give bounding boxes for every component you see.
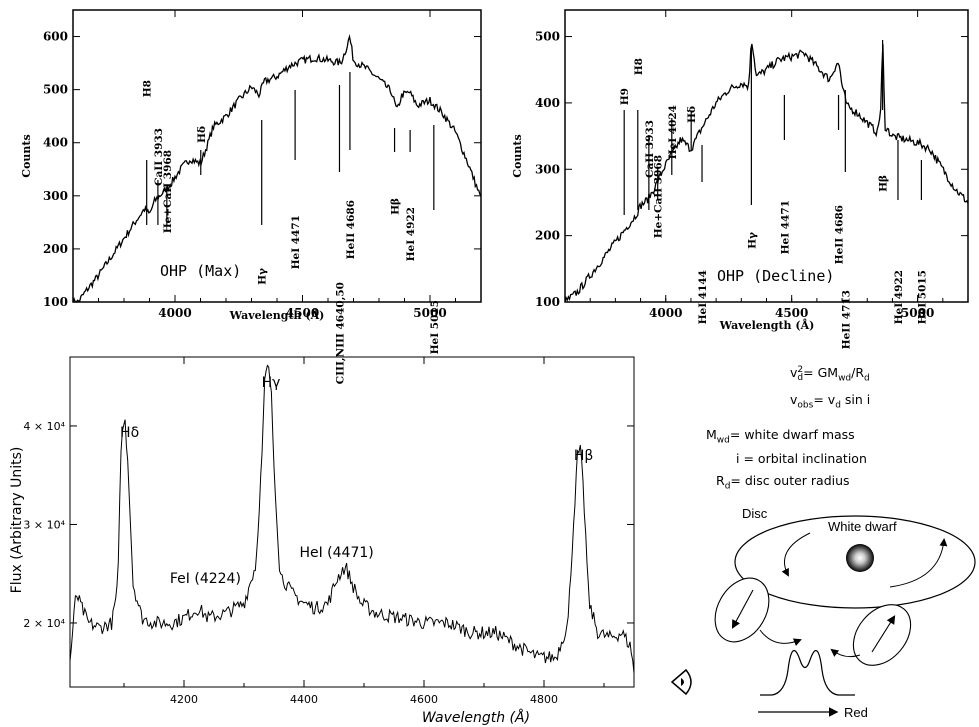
line-label: HeI 4024 <box>667 105 679 159</box>
y-axis-label: Flux (Arbitrary Units) <box>9 447 25 594</box>
line-label: HeI (4471) <box>299 545 373 561</box>
link-arrow-left <box>759 629 802 646</box>
line-label: Hβ <box>574 448 593 464</box>
accretion-disc <box>734 515 976 609</box>
line-label: HeI 5015 <box>429 300 441 354</box>
line-label: HeI 4922 <box>893 270 905 324</box>
x-tick-label: 5000 <box>901 306 934 320</box>
line-label: He+CaII 3968 <box>653 155 665 238</box>
x-tick-label: 4200 <box>170 693 198 706</box>
x-axis-label: Wavelength (Å) <box>422 709 530 726</box>
equation-vobs: vobs= vd sin i <box>790 392 871 411</box>
y-tick-label: 500 <box>43 83 68 97</box>
white-dwarf-label: White dwarf <box>828 519 897 534</box>
velocity-arrow-left <box>731 589 754 629</box>
line-label: FeI (4224) <box>170 571 241 587</box>
definition-mwd: Mwd= white dwarf mass <box>706 427 855 446</box>
line-label: Hγ <box>746 232 758 249</box>
y-tick-label: 500 <box>535 30 560 44</box>
spectrum-line <box>72 34 482 303</box>
line-label: H8 <box>142 80 154 97</box>
line-label: HeII 4713 <box>840 290 852 349</box>
y-tick-label: 100 <box>43 295 68 309</box>
disc-blob-right <box>852 604 912 666</box>
definition-rd: Rd= disc outer radius <box>716 473 850 492</box>
line-label: He+CaII 3968 <box>162 150 174 233</box>
line-label: HeI 4471 <box>290 215 302 269</box>
y-tick-label: 300 <box>43 189 68 203</box>
y-tick-label: 400 <box>535 96 560 110</box>
y-tick-label: 100 <box>535 295 560 309</box>
orbit-arrow-right <box>889 538 948 588</box>
line-label: Hβ <box>390 198 402 215</box>
orbit-arrow-left <box>781 532 811 577</box>
equation-vd: v 2 d = GMwd/Rd <box>790 364 870 384</box>
y-tick-label: 200 <box>43 242 68 256</box>
x-tick-label: 5000 <box>413 306 446 320</box>
line-label: Hδ <box>686 106 698 123</box>
line-label: Hγ <box>257 268 269 285</box>
red-label: Red <box>844 705 868 720</box>
panel-annotation: OHP (Decline) <box>717 267 834 285</box>
white-dwarf-icon <box>846 544 874 572</box>
link-arrow-right <box>830 648 861 658</box>
x-tick-label: 4500 <box>286 306 319 320</box>
y-axis-label: Counts <box>20 134 33 177</box>
line-label: HeI 4471 <box>779 200 791 254</box>
velocity-arrow-right <box>871 615 896 653</box>
line-label: CaII 3933 <box>153 128 165 186</box>
spectrum-line <box>564 43 969 303</box>
line-label: HeII 4686 <box>834 205 846 264</box>
line-label: HeI 5015 <box>916 270 928 324</box>
line-label: CaII 3933 <box>644 120 656 178</box>
y-tick-label: 300 <box>535 162 560 176</box>
line-label: HeII 4686 <box>345 200 357 259</box>
line-label: CIII,NIII 4640,50 <box>334 282 346 384</box>
line-label: Hγ <box>262 375 281 391</box>
disc-label: Disc <box>742 506 768 521</box>
y-tick-label: 4 × 10⁴ <box>23 420 65 433</box>
plot-frame <box>69 356 635 688</box>
line-label: Hβ <box>878 175 890 192</box>
y-tick-label: 200 <box>535 229 560 243</box>
x-tick-label: 4600 <box>410 693 438 706</box>
x-tick-label: 4000 <box>158 306 191 320</box>
x-axis-label: Wavelength (Å) <box>229 308 325 322</box>
disc-diagram: v 2 d = GMwd/Rd vobs= vd sin i Mwd= white d… <box>660 355 979 727</box>
panel-annotation: OHP (Max) <box>160 262 241 280</box>
x-tick-label: 4800 <box>530 693 558 706</box>
line-label: HeI 4144 <box>697 270 709 324</box>
line-label: HeI 4922 <box>405 207 417 261</box>
line-label: H9 <box>619 88 631 105</box>
line-label: H8 <box>633 58 645 75</box>
spectrum-line <box>69 364 635 674</box>
y-axis-label: Counts <box>511 134 524 177</box>
y-tick-label: 600 <box>43 30 68 44</box>
y-tick-label: 3 × 10⁴ <box>23 518 65 531</box>
x-tick-label: 4000 <box>649 306 682 320</box>
line-label: Hδ <box>120 425 139 441</box>
x-axis-label: Wavelength (Å) <box>719 318 815 332</box>
x-tick-label: 4500 <box>775 306 808 320</box>
definition-i: i = orbital inclination <box>736 451 867 466</box>
x-tick-label: 4400 <box>290 693 318 706</box>
observer-eye-icon <box>670 668 692 696</box>
disc-sketch: Disc White dwarf Red <box>670 506 976 720</box>
line-label: Hδ <box>196 126 208 143</box>
y-tick-label: 2 × 10⁴ <box>23 617 65 630</box>
y-tick-label: 400 <box>43 136 68 150</box>
double-peak-profile-icon <box>760 650 855 696</box>
